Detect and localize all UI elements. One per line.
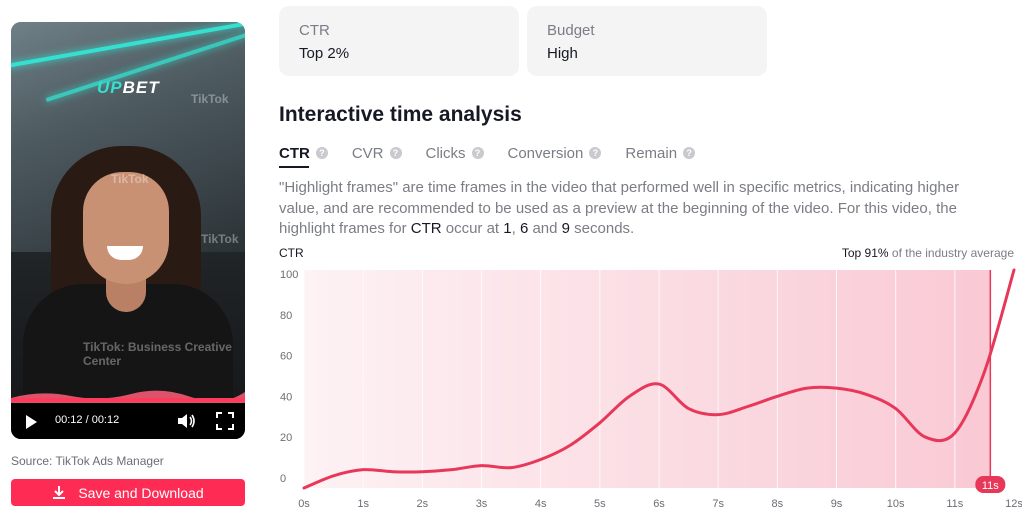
tab-label: Clicks <box>425 144 466 162</box>
help-icon[interactable]: ? <box>589 147 602 159</box>
help-icon[interactable]: ? <box>471 147 484 159</box>
highlight-frame-2: 6 <box>519 220 529 237</box>
section-title: Interactive time analysis <box>279 103 522 126</box>
download-icon <box>53 486 66 499</box>
chart-y-tick: 0 <box>280 473 286 485</box>
tiktok-watermark: TikTok: Business Creative Center <box>83 340 232 368</box>
tab-remain[interactable]: Remain ? <box>625 144 696 162</box>
description-text: , <box>511 220 520 237</box>
tab-label: Remain <box>625 144 678 162</box>
tab-ctr[interactable]: CTR ? <box>279 144 328 162</box>
industry-average-note: Top 91% of the industry average <box>842 246 1014 260</box>
source-note: Source: TikTok Ads Manager <box>11 454 164 468</box>
video-player[interactable]: UPBET TikTok TikTok TikTok TikTok: Busin… <box>11 22 245 439</box>
metric-card-budget: Budget High <box>527 6 767 76</box>
person-smile <box>107 246 143 260</box>
chart-x-tick: 7s <box>712 498 724 510</box>
chart-y-label: CTR <box>279 246 304 260</box>
highlight-frame-3: 9 <box>561 220 571 237</box>
person-face <box>83 172 169 284</box>
chart-x-tick: 3s <box>476 498 488 510</box>
video-controls: 00:12 / 00:12 <box>11 403 245 439</box>
video-time: 00:12 / 00:12 <box>55 414 120 426</box>
chart-x-tick: 11s <box>946 498 963 510</box>
help-icon[interactable]: ? <box>315 147 328 159</box>
chart-x-tick: 0s <box>298 498 310 510</box>
industry-note-text: of the industry average <box>888 246 1014 260</box>
metric-label: Budget <box>547 22 595 39</box>
metric-card-ctr: CTR Top 2% <box>279 6 519 76</box>
chart-y-tick: 40 <box>280 391 292 403</box>
ctr-time-chart[interactable]: 0 20 40 60 80 100 0s 1s 2s 3s 4s 5s 6s 7s 8s 9s 10s 11s 12… <box>272 262 1022 527</box>
tab-label: Conversion <box>507 144 584 162</box>
video-progress-bar[interactable] <box>11 398 245 402</box>
tab-conversion[interactable]: Conversion ? <box>508 144 602 162</box>
description-text: occur at <box>441 220 504 237</box>
volume-icon[interactable] <box>177 412 197 430</box>
chart-y-tick: 60 <box>280 351 292 363</box>
chart-cursor-badge <box>975 476 1006 493</box>
chart-x-tick: 5s <box>594 498 606 510</box>
metric-tabs: CTR ? CVR ? Clicks ? Conversion ? Remain… <box>279 144 719 162</box>
description-text: "Highlight frames" are time frames in th… <box>279 179 960 237</box>
tab-label: CVR <box>351 144 384 162</box>
save-and-download-button[interactable]: Save and Download <box>11 479 245 506</box>
play-icon[interactable] <box>23 414 39 430</box>
description-text: and <box>528 220 562 237</box>
metric-value: High <box>547 45 578 62</box>
chart-x-tick: 6s <box>653 498 665 510</box>
active-tab-indicator <box>279 166 309 168</box>
tab-clicks[interactable]: Clicks ? <box>426 144 484 162</box>
tab-label: CTR <box>279 144 310 162</box>
highlight-frame-1: 1 <box>503 220 512 237</box>
chart-x-tick: 4s <box>535 498 547 510</box>
tiktok-watermark: TikTok <box>201 232 239 246</box>
chart-x-tick: 8s <box>772 498 784 510</box>
download-button-label: Save and Download <box>78 484 204 501</box>
fullscreen-icon[interactable] <box>216 412 234 430</box>
chart-highlight-area <box>304 270 991 488</box>
tiktok-watermark: TikTok <box>191 92 229 106</box>
metric-label: CTR <box>299 22 330 39</box>
chart-x-tick: 1s <box>357 498 369 510</box>
description-text: seconds. <box>570 220 635 237</box>
chart-y-tick: 100 <box>280 269 298 281</box>
metric-value: Top 2% <box>299 45 350 62</box>
brand-logo: UPBET <box>97 78 160 97</box>
ctr-series-line <box>302 268 1016 490</box>
help-icon[interactable]: ? <box>683 147 696 159</box>
chart-x-tick: 2s <box>417 498 429 510</box>
chart-cursor-label: 11s <box>982 480 999 492</box>
tiktok-watermark: TikTok <box>111 172 149 186</box>
chart-x-tick: 9s <box>831 498 843 510</box>
industry-rank: Top 91% <box>841 246 889 260</box>
chart-x-tick: 12s <box>1005 498 1022 510</box>
help-icon[interactable]: ? <box>389 147 402 159</box>
description-metric: CTR <box>410 220 442 237</box>
chart-x-tick: 10s <box>887 498 905 510</box>
highlight-description: "Highlight frames" are time frames in th… <box>279 178 999 240</box>
chart-y-tick: 20 <box>280 432 292 444</box>
tab-cvr[interactable]: CVR ? <box>352 144 402 162</box>
chart-y-tick: 80 <box>280 310 292 322</box>
